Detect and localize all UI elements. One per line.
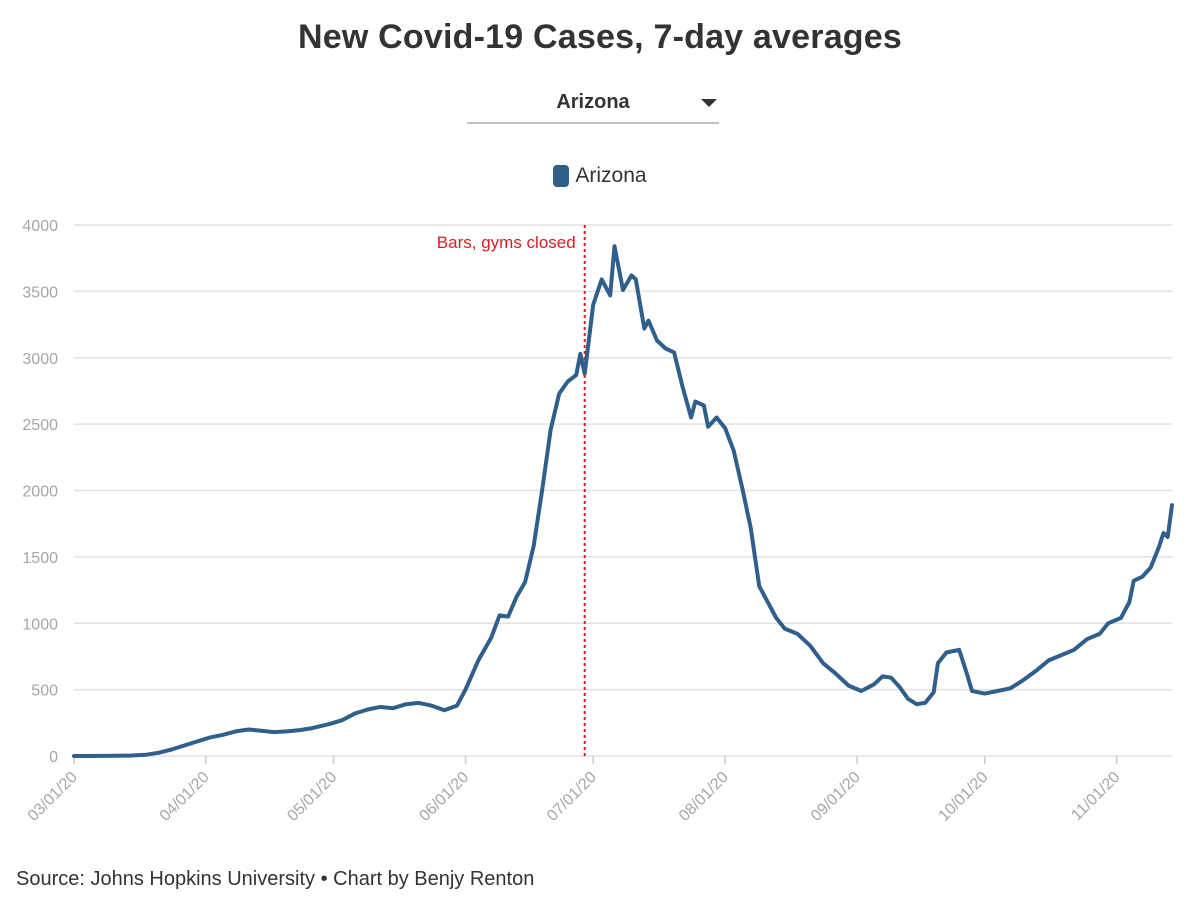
series-line-arizona[interactable] <box>72 244 1174 758</box>
y-tick-label: 3500 <box>22 284 58 301</box>
y-tick-label: 2000 <box>22 484 58 501</box>
legend-label: Arizona <box>575 164 647 187</box>
y-tick-label: 1500 <box>22 550 58 567</box>
state-selector-dropdown[interactable]: Arizona <box>467 86 719 124</box>
x-tick-label: 11/01/20 <box>1068 769 1123 824</box>
chart-title: New Covid-19 Cases, 7-day averages <box>298 18 902 56</box>
x-tick-label: 09/01/20 <box>808 769 864 825</box>
y-tick-label: 0 <box>49 749 58 766</box>
y-tick-label: 2500 <box>22 417 58 434</box>
legend-swatch <box>553 165 570 187</box>
x-tick-label: 04/01/20 <box>157 769 213 825</box>
annotation-label: Bars, gyms closed <box>437 233 576 252</box>
y-tick-label: 500 <box>31 683 58 700</box>
x-tick-label: 10/01/20 <box>936 769 992 825</box>
caret-down-icon <box>701 99 717 107</box>
x-tick-label: 05/01/20 <box>284 769 340 825</box>
selected-state-label: Arizona <box>556 91 630 113</box>
x-tick-label: 07/01/20 <box>544 769 600 825</box>
line-chart: 0 500 1000 1500 2000 2500 3000 3500 4000 03/01/20… <box>22 218 1174 825</box>
y-tick-label: 1000 <box>22 616 58 633</box>
y-tick-label: 4000 <box>22 218 58 235</box>
x-tick-label: 06/01/20 <box>416 769 472 825</box>
legend: Arizona <box>0 164 1200 193</box>
x-tick-label: 03/01/20 <box>25 769 81 825</box>
x-tick-label: 08/01/20 <box>676 769 732 825</box>
y-tick-label: 3000 <box>22 351 58 368</box>
legend-item[interactable]: Arizona <box>553 164 647 188</box>
source-credit: Source: Johns Hopkins University • Chart… <box>16 868 535 890</box>
